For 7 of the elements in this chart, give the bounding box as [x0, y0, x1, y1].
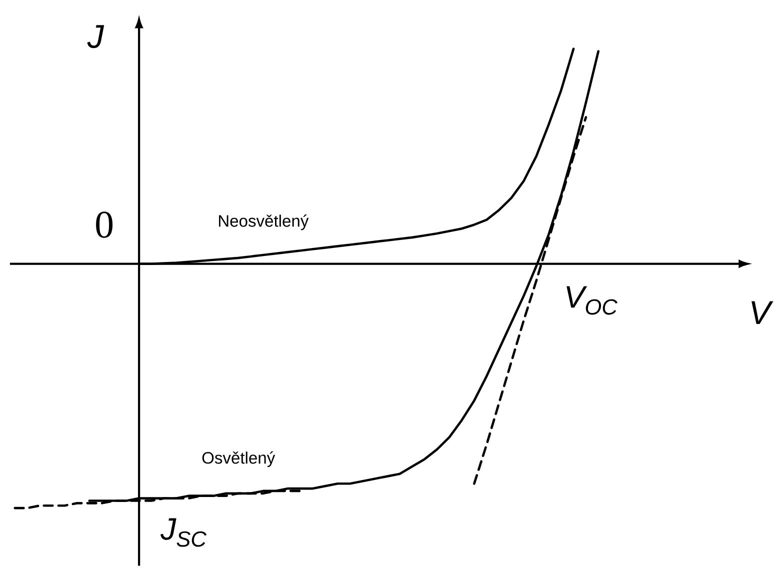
- annotation: V$_{OC}$: [566, 286, 618, 315]
- x-axis-title: V: [752, 301, 774, 324]
- series-label: Neosvětlený: [219, 214, 309, 230]
- text: J$_{SC}$: [160, 518, 207, 547]
- annotation: 0: [96, 212, 113, 238]
- series-label: Osvětlený: [202, 452, 276, 468]
- y-axis-title: J: [87, 25, 104, 48]
